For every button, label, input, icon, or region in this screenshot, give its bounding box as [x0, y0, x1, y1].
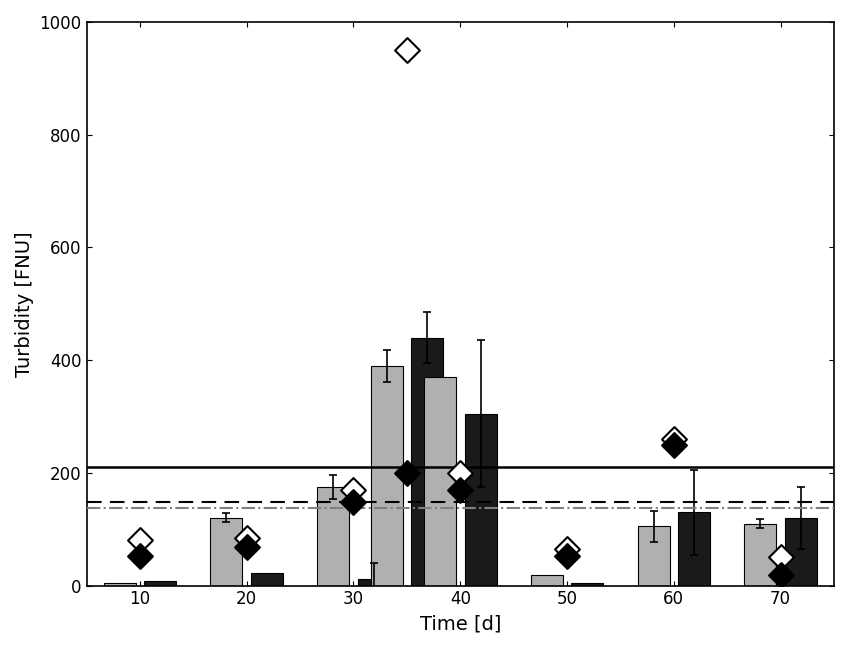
Point [773, 570, 787, 581]
Bar [745, 524, 776, 586]
Point [346, 485, 360, 495]
Bar [424, 377, 456, 586]
Bar [638, 526, 670, 586]
Bar [357, 579, 390, 586]
Bar [104, 583, 136, 586]
Bar [144, 581, 177, 586]
Y-axis label: Turbidity [FNU]: Turbidity [FNU] [15, 231, 34, 376]
Point [133, 551, 147, 561]
Point [560, 551, 574, 561]
Point [667, 439, 681, 450]
Bar [784, 518, 817, 586]
Point [346, 497, 360, 507]
Bar [370, 365, 402, 586]
Point [453, 485, 467, 495]
Point [240, 542, 254, 553]
Point [400, 468, 413, 478]
Point [133, 535, 147, 546]
Point [400, 45, 413, 55]
Bar [251, 573, 283, 586]
Bar [464, 413, 497, 586]
Point [453, 468, 467, 478]
Bar [571, 583, 604, 586]
Point [667, 434, 681, 445]
X-axis label: Time [d]: Time [d] [419, 614, 501, 633]
Bar [531, 575, 563, 586]
Point [240, 533, 254, 543]
Bar [211, 518, 243, 586]
Bar [318, 487, 349, 586]
Point [560, 544, 574, 554]
Point [773, 552, 787, 562]
Bar [678, 513, 710, 586]
Bar [411, 338, 443, 586]
